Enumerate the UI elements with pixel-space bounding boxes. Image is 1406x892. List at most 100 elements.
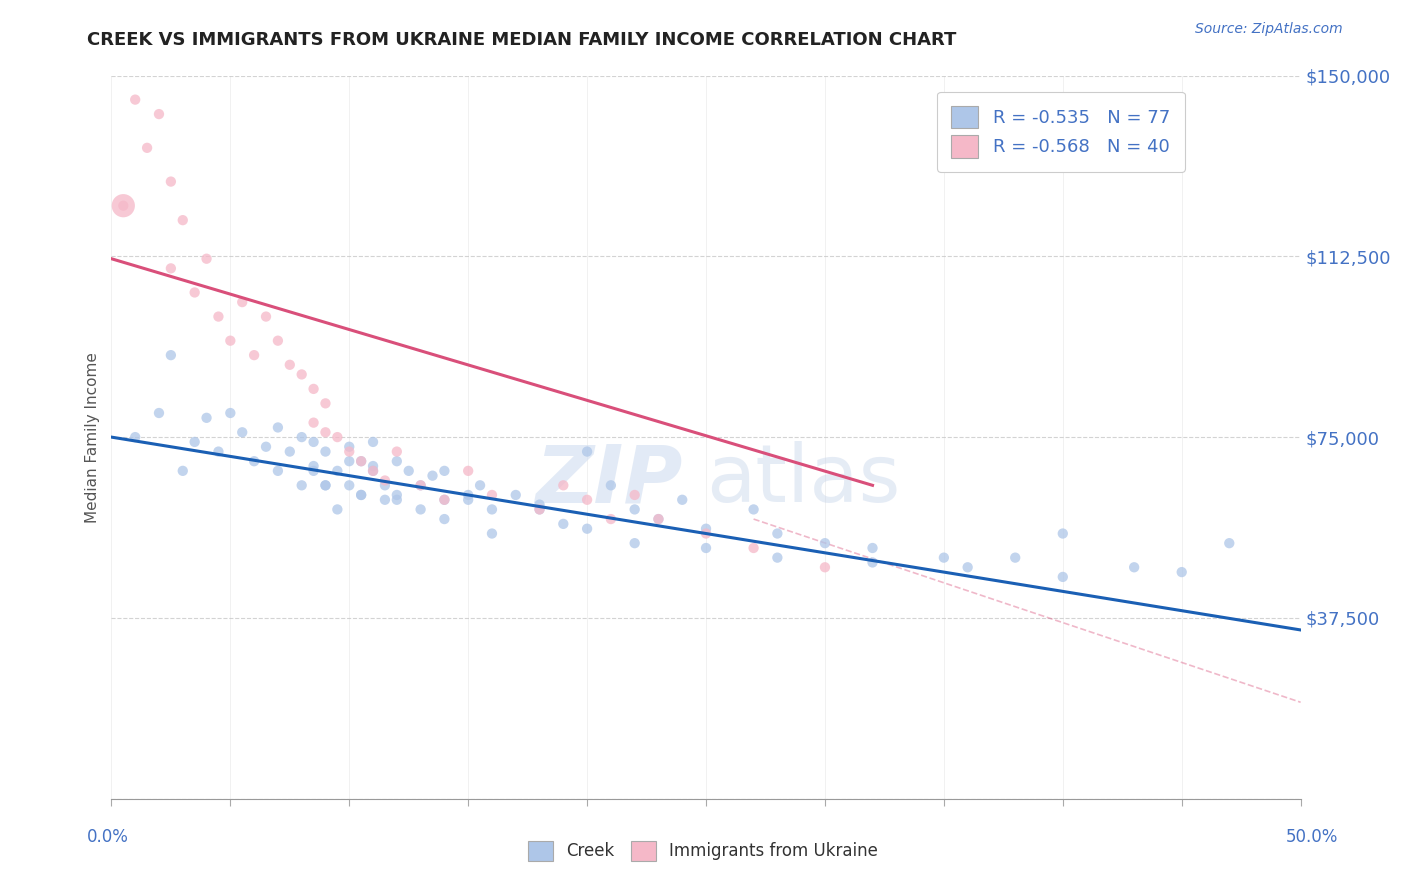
Point [647, 512, 669, 526]
Point [361, 434, 384, 449]
Point [433, 492, 456, 507]
Point [195, 252, 218, 266]
Point [468, 478, 491, 492]
Point [599, 478, 621, 492]
Point [350, 488, 373, 502]
Point [291, 430, 314, 444]
Point [1218, 536, 1240, 550]
Point [207, 310, 229, 324]
Point [314, 444, 336, 458]
Point [385, 454, 408, 468]
Point [956, 560, 979, 574]
Point [337, 440, 360, 454]
Point [1123, 560, 1146, 574]
Legend: R = -0.535   N = 77, R = -0.568   N = 40: R = -0.535 N = 77, R = -0.568 N = 40 [936, 92, 1185, 172]
Point [112, 199, 135, 213]
Point [337, 444, 360, 458]
Point [529, 498, 551, 512]
Text: Source: ZipAtlas.com: Source: ZipAtlas.com [1195, 22, 1343, 37]
Point [862, 556, 884, 570]
Point [409, 478, 432, 492]
Point [553, 478, 575, 492]
Point [932, 550, 955, 565]
Point [350, 454, 373, 468]
Point [195, 410, 218, 425]
Point [207, 444, 229, 458]
Point [172, 213, 194, 227]
Point [302, 382, 325, 396]
Point [231, 425, 253, 440]
Point [599, 512, 621, 526]
Point [278, 358, 301, 372]
Point [1004, 550, 1026, 565]
Point [457, 492, 479, 507]
Point [361, 464, 384, 478]
Point [1052, 526, 1074, 541]
Point [374, 478, 396, 492]
Point [422, 468, 444, 483]
Point [457, 464, 479, 478]
Point [814, 560, 837, 574]
Point [647, 512, 669, 526]
Y-axis label: Median Family Income: Median Family Income [86, 351, 100, 523]
Point [385, 488, 408, 502]
Text: atlas: atlas [706, 442, 900, 519]
Point [433, 512, 456, 526]
Point [183, 434, 205, 449]
Point [314, 478, 336, 492]
Point [409, 502, 432, 516]
Point [160, 261, 183, 276]
Point [576, 444, 599, 458]
Text: 0.0%: 0.0% [87, 828, 129, 846]
Point [172, 464, 194, 478]
Point [337, 478, 360, 492]
Point [291, 368, 314, 382]
Point [505, 488, 527, 502]
Point [623, 536, 645, 550]
Point [219, 406, 242, 420]
Point [385, 492, 408, 507]
Point [742, 502, 765, 516]
Point [254, 310, 277, 324]
Point [623, 488, 645, 502]
Point [481, 502, 503, 516]
Point [267, 464, 290, 478]
Point [553, 516, 575, 531]
Point [326, 464, 349, 478]
Point [742, 541, 765, 555]
Point [112, 199, 135, 213]
Point [326, 430, 349, 444]
Point [254, 440, 277, 454]
Point [576, 522, 599, 536]
Point [267, 334, 290, 348]
Point [623, 502, 645, 516]
Point [326, 502, 349, 516]
Point [671, 492, 693, 507]
Point [136, 141, 159, 155]
Point [160, 348, 183, 362]
Point [695, 541, 717, 555]
Legend: Creek, Immigrants from Ukraine: Creek, Immigrants from Ukraine [522, 834, 884, 868]
Text: ZIP: ZIP [534, 442, 682, 519]
Point [361, 458, 384, 473]
Point [529, 502, 551, 516]
Point [695, 522, 717, 536]
Point [433, 464, 456, 478]
Point [243, 348, 266, 362]
Point [529, 502, 551, 516]
Point [337, 454, 360, 468]
Text: CREEK VS IMMIGRANTS FROM UKRAINE MEDIAN FAMILY INCOME CORRELATION CHART: CREEK VS IMMIGRANTS FROM UKRAINE MEDIAN … [87, 31, 956, 49]
Point [350, 454, 373, 468]
Point [481, 488, 503, 502]
Point [148, 107, 170, 121]
Point [457, 488, 479, 502]
Point [183, 285, 205, 300]
Point [695, 526, 717, 541]
Point [766, 526, 789, 541]
Point [814, 536, 837, 550]
Point [862, 541, 884, 555]
Point [243, 454, 266, 468]
Text: 50.0%: 50.0% [1286, 828, 1339, 846]
Point [314, 478, 336, 492]
Point [1052, 570, 1074, 584]
